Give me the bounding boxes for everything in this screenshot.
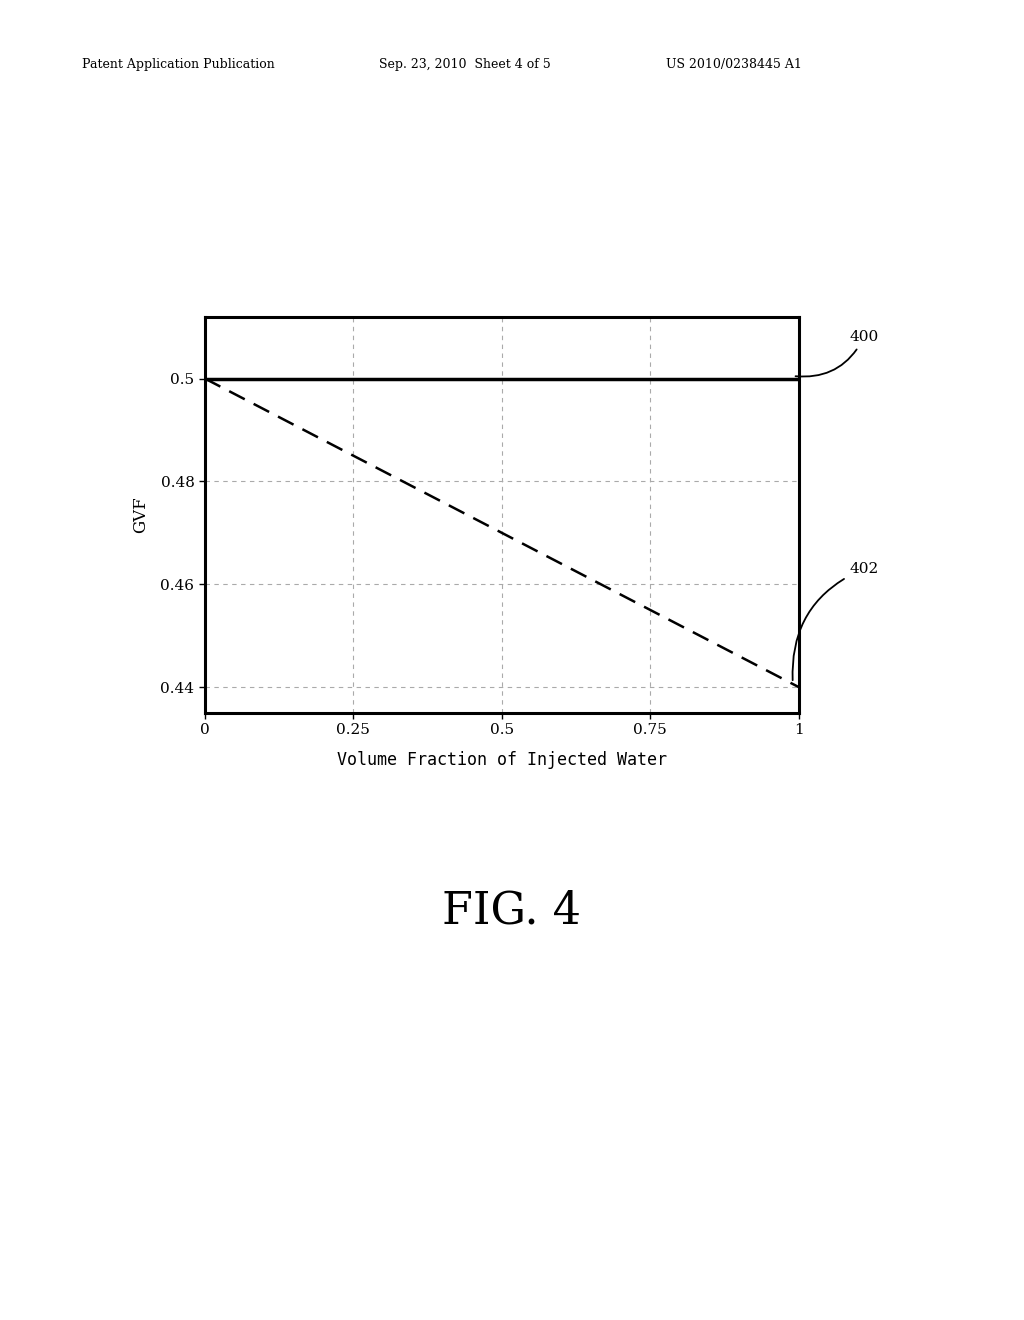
Text: FIG. 4: FIG. 4 — [442, 890, 582, 932]
Text: Sep. 23, 2010  Sheet 4 of 5: Sep. 23, 2010 Sheet 4 of 5 — [379, 58, 551, 71]
Text: 400: 400 — [796, 330, 879, 376]
Y-axis label: GVF: GVF — [132, 496, 150, 533]
Text: 402: 402 — [793, 562, 879, 680]
X-axis label: Volume Fraction of Injected Water: Volume Fraction of Injected Water — [337, 751, 667, 770]
Text: US 2010/0238445 A1: US 2010/0238445 A1 — [666, 58, 802, 71]
Text: Patent Application Publication: Patent Application Publication — [82, 58, 274, 71]
